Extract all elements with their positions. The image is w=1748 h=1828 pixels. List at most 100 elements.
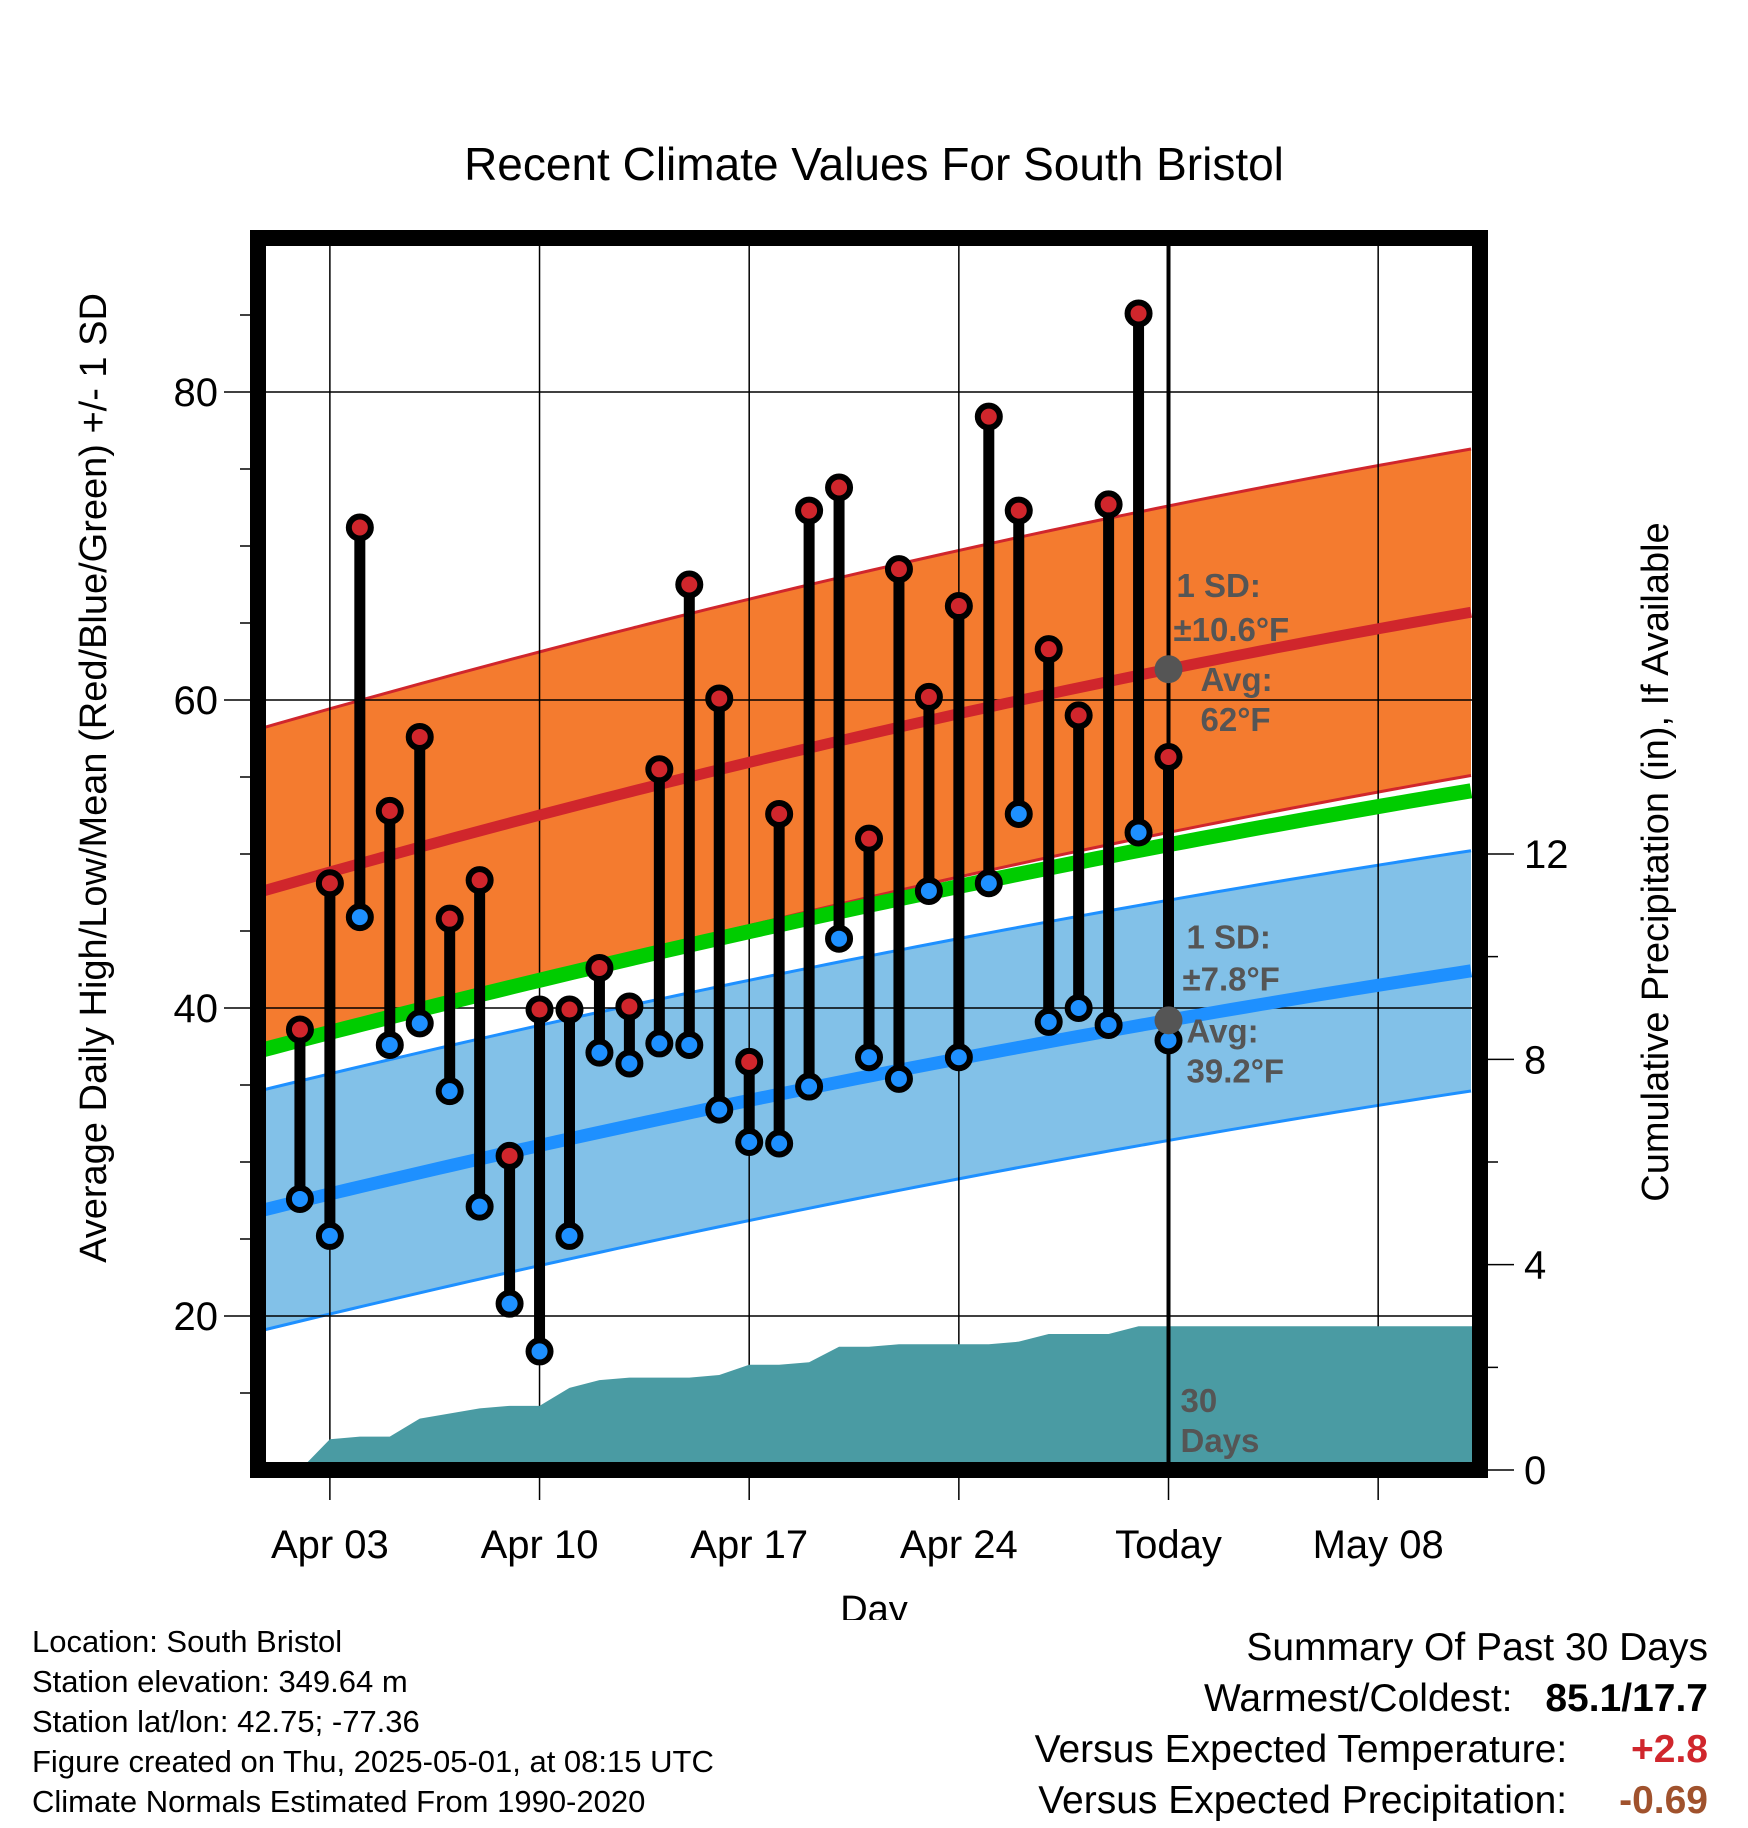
x-tick-label: Apr 24 xyxy=(900,1523,1018,1567)
daily-low-marker xyxy=(405,1009,434,1038)
station-info: Location: South Bristol Station elevatio… xyxy=(32,1622,714,1822)
daily-low-marker xyxy=(884,1064,913,1093)
daily-high-marker xyxy=(795,496,824,525)
low-avg-value: 39.2°F xyxy=(1187,1052,1285,1089)
daily-high-marker xyxy=(1064,701,1093,730)
y-tick-label: 40 xyxy=(174,987,219,1031)
daily-low-marker xyxy=(285,1184,314,1213)
high-avg-value: 62°F xyxy=(1201,701,1271,738)
precip-area xyxy=(269,1326,1480,1470)
daily-high-marker xyxy=(495,1141,524,1170)
daily-high-marker xyxy=(1154,742,1183,771)
y2-tick-label: 12 xyxy=(1524,833,1569,877)
x-axis-label: Day xyxy=(840,1589,908,1620)
summary-title: Summary Of Past 30 Days xyxy=(1246,1626,1708,1669)
daily-high-marker xyxy=(1094,490,1123,519)
daily-high-marker xyxy=(615,992,644,1021)
daily-high-marker xyxy=(465,866,494,895)
normals-text: Climate Normals Estimated From 1990-2020 xyxy=(32,1784,646,1819)
daily-low-marker xyxy=(315,1221,344,1250)
daily-low-marker xyxy=(345,903,374,932)
y-tick-label: 20 xyxy=(174,1295,219,1339)
daily-high-marker xyxy=(765,799,794,828)
x-tick-label: Today xyxy=(1115,1523,1222,1567)
x-tick-label: Apr 10 xyxy=(481,1523,599,1567)
high-sd-value: ±10.6°F xyxy=(1174,611,1290,648)
daily-low-marker xyxy=(825,924,854,953)
x-tick-label: May 08 xyxy=(1313,1523,1444,1567)
daily-low-marker xyxy=(1034,1007,1063,1036)
elevation-text: Station elevation: 349.64 m xyxy=(32,1664,408,1699)
low-normal-line xyxy=(258,964,1472,1218)
daily-low-marker xyxy=(645,1029,674,1058)
precip-label: Versus Expected Precipitation: xyxy=(1038,1779,1568,1822)
daily-low-marker xyxy=(525,1337,554,1366)
created-text: Figure created on Thu, 2025-05-01, at 08… xyxy=(32,1744,714,1779)
daily-low-marker xyxy=(555,1221,584,1250)
daily-low-marker xyxy=(675,1030,704,1059)
daily-high-marker xyxy=(675,570,704,599)
daily-high-marker xyxy=(315,869,344,898)
low-sd-value: ±7.8°F xyxy=(1183,960,1280,997)
daily-high-marker xyxy=(585,953,614,982)
y2-axis-label: Cumulative Precipitation (in), If Availa… xyxy=(1635,522,1677,1201)
days-label-number: 30 xyxy=(1181,1382,1218,1419)
summary-warm-cold: Warmest/Coldest: 85.1/17.7 xyxy=(1035,1673,1708,1724)
daily-high-marker xyxy=(285,1015,314,1044)
daily-high-marker xyxy=(974,402,1003,431)
high-sd-label: 1 SD: xyxy=(1177,567,1261,604)
precip-value: -0.69 xyxy=(1619,1779,1708,1822)
daily-high-marker xyxy=(1034,635,1063,664)
chart-title: Recent Climate Values For South Bristol xyxy=(464,138,1284,190)
daily-high-marker xyxy=(884,555,913,584)
high-avg-label: Avg: xyxy=(1201,661,1273,698)
daily-low-marker xyxy=(1124,818,1153,847)
low-avg-label: Avg: xyxy=(1187,1012,1259,1049)
daily-low-marker xyxy=(855,1043,883,1072)
axes: 20 40 60 80 0 4 8 12 Apr 03 Apr 10 Apr 17 Apr 24 Tod… xyxy=(174,230,1569,1567)
daily-low-marker xyxy=(465,1192,494,1221)
daily-high-marker xyxy=(645,755,674,784)
y2-tick-label: 0 xyxy=(1524,1449,1546,1493)
high-normal-line xyxy=(258,606,1472,898)
summary-precip: Versus Expected Precipitation: -0.69 xyxy=(1035,1775,1708,1826)
warm-cold-label: Warmest/Coldest: xyxy=(1204,1677,1513,1720)
daily-low-marker xyxy=(974,869,1003,898)
daily-high-marker xyxy=(1124,299,1153,328)
temp-value: +2.8 xyxy=(1631,1728,1708,1771)
daily-high-marker xyxy=(944,592,973,621)
daily-low-marker xyxy=(1064,994,1093,1022)
daily-high-marker xyxy=(375,796,404,825)
daily-high-marker xyxy=(825,473,854,502)
daily-low-marker xyxy=(615,1049,644,1078)
y2-tick-label: 4 xyxy=(1524,1244,1546,1288)
daily-high-marker xyxy=(914,682,943,711)
daily-high-marker xyxy=(525,995,554,1024)
daily-high-marker xyxy=(555,995,584,1024)
low-avg-dot xyxy=(1154,1006,1183,1035)
temp-label: Versus Expected Temperature: xyxy=(1034,1728,1568,1771)
daily-low-marker xyxy=(735,1127,764,1156)
daily-low-marker xyxy=(944,1043,973,1072)
summary-temp: Versus Expected Temperature: +2.8 xyxy=(1035,1724,1708,1775)
x-tick-label: Apr 17 xyxy=(690,1523,808,1567)
high-avg-dot xyxy=(1154,655,1183,684)
summary-panel: Summary Of Past 30 Days Warmest/Coldest:… xyxy=(1035,1622,1708,1826)
daily-bars xyxy=(285,299,1183,1366)
daily-high-marker xyxy=(705,684,734,713)
days-label-text: Days xyxy=(1181,1422,1260,1459)
daily-low-marker xyxy=(585,1038,614,1067)
daily-low-marker xyxy=(705,1095,734,1124)
daily-low-marker xyxy=(1004,799,1033,828)
daily-high-marker xyxy=(1004,496,1033,525)
low-sd-lower-line xyxy=(258,1089,1472,1333)
daily-high-marker xyxy=(405,722,434,751)
daily-high-marker xyxy=(345,513,374,542)
y-tick-label: 80 xyxy=(174,371,219,415)
high-sd-upper-line xyxy=(258,447,1472,731)
daily-high-marker xyxy=(435,904,464,933)
location-text: Location: South Bristol xyxy=(32,1624,343,1659)
daily-low-marker xyxy=(435,1077,464,1106)
daily-low-marker xyxy=(795,1072,824,1101)
